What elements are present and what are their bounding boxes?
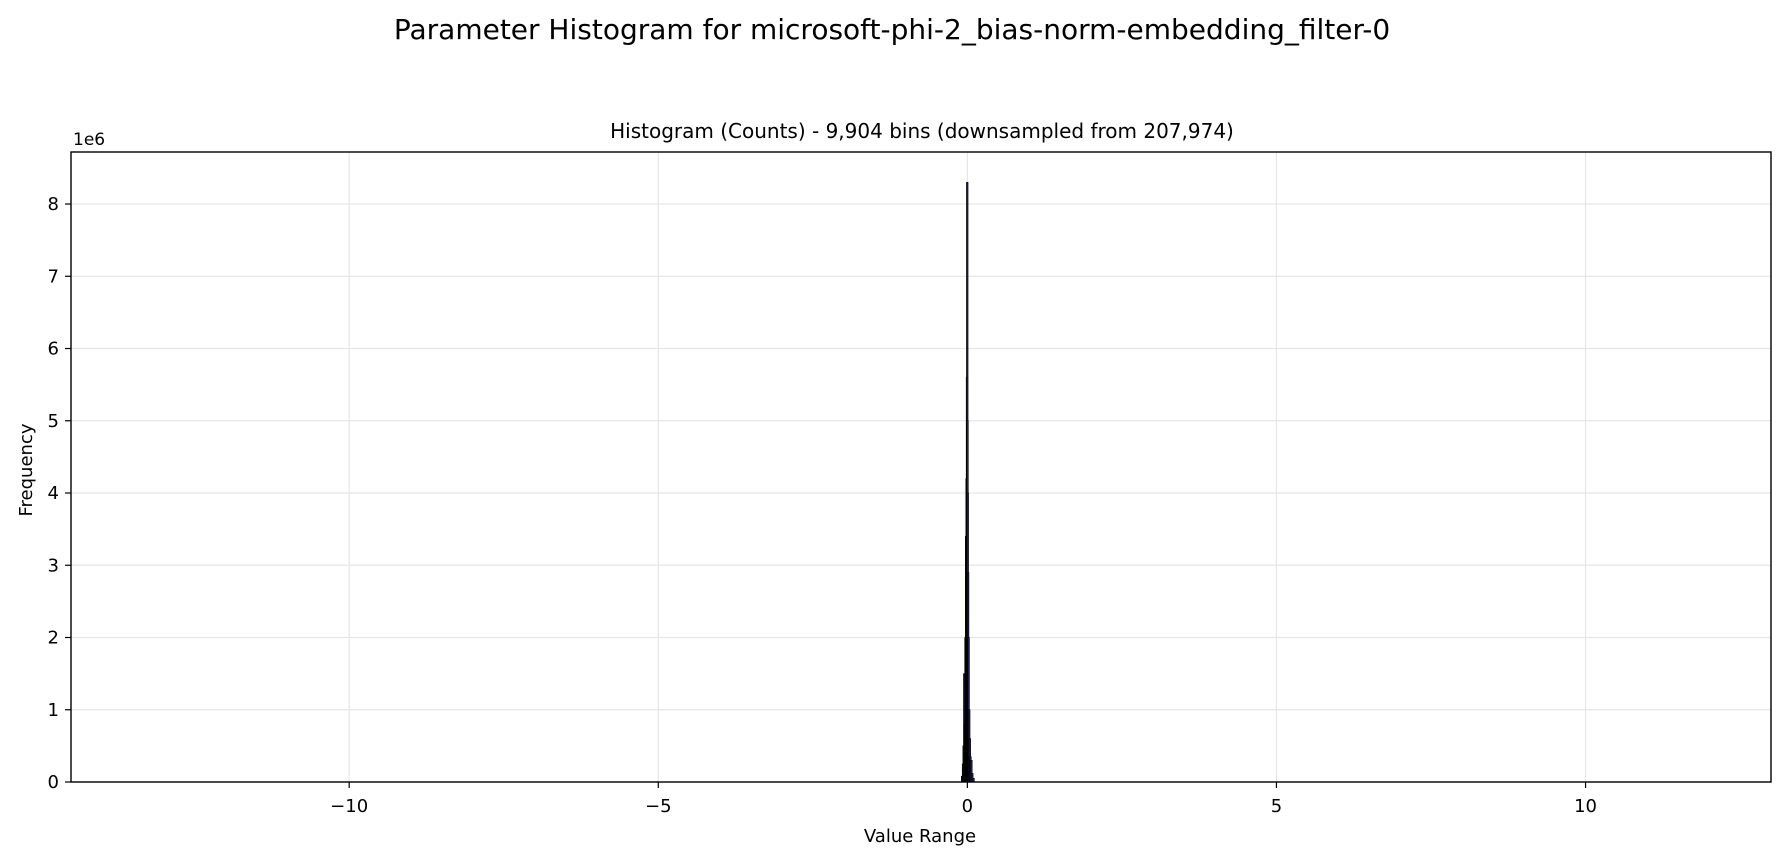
- x-tick-label: 0: [962, 796, 973, 817]
- x-axis-label: Value Range: [864, 826, 976, 847]
- x-tick-label: 10: [1574, 796, 1597, 817]
- x-tick-label: 5: [1271, 796, 1282, 817]
- y-axis-label: Frequency: [16, 423, 37, 516]
- y-tick-label: 3: [48, 555, 59, 576]
- plot-frame: [70, 151, 1772, 783]
- y-tick-label: 5: [48, 411, 59, 432]
- y-tick-label: 8: [48, 194, 59, 215]
- figure-suptitle: Parameter Histogram for microsoft-phi-2_…: [394, 13, 1390, 46]
- x-tick-label: −10: [330, 796, 368, 817]
- y-offset-label: 1e6: [73, 130, 105, 150]
- y-axis-ticks: 0 1 2 3 4 5 6 7 8: [48, 194, 71, 793]
- chart-title: Histogram (Counts) - 9,904 bins (downsam…: [610, 119, 1234, 143]
- y-tick-label: 7: [48, 266, 59, 287]
- y-tick-label: 1: [48, 700, 59, 721]
- x-axis-ticks: −10 −5 0 5 10: [330, 782, 1597, 817]
- y-tick-label: 6: [48, 339, 59, 360]
- y-tick-label: 0: [48, 772, 59, 793]
- y-tick-label: 4: [48, 483, 59, 504]
- x-tick-label: −5: [645, 796, 672, 817]
- y-tick-label: 2: [48, 628, 59, 649]
